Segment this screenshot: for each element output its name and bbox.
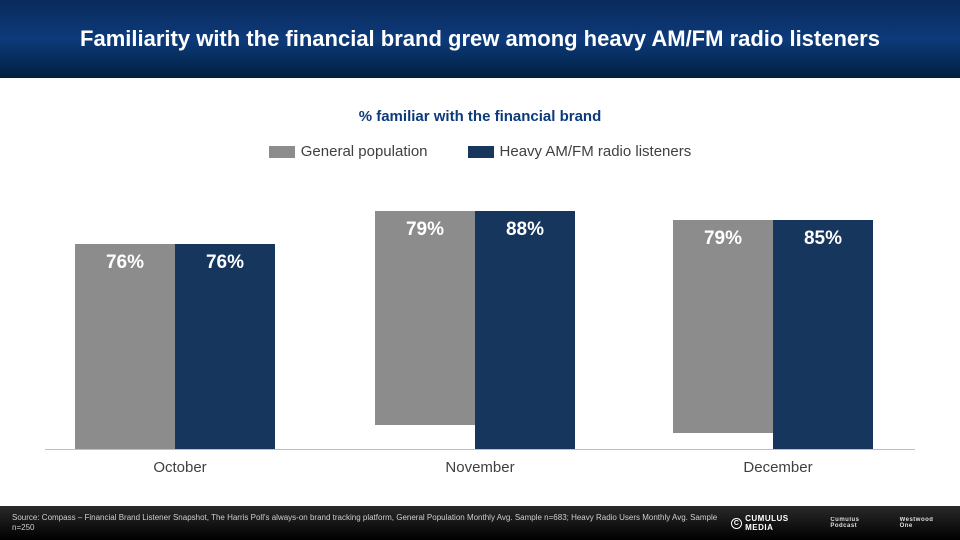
x-axis-label: December <box>673 459 883 476</box>
bar-heavy: 88% <box>475 211 575 449</box>
logo-westwood: Westwood One <box>900 517 948 529</box>
bar-gen: 79% <box>673 220 773 433</box>
bar-value-label: 85% <box>773 228 873 250</box>
bar-gen: 76% <box>75 244 175 449</box>
legend-label-general: General population <box>301 143 428 160</box>
legend-item-heavy: Heavy AM/FM radio listeners <box>468 143 692 160</box>
x-axis-label: November <box>375 459 585 476</box>
x-axis-label: October <box>75 459 285 476</box>
logo-westwood-text: Westwood One <box>900 517 948 529</box>
logo-cumulus-text: CUMULUS MEDIA <box>745 514 818 532</box>
legend-label-heavy: Heavy AM/FM radio listeners <box>500 143 692 160</box>
logo-podcast-text: Cumulus Podcast <box>830 517 887 529</box>
bar-chart: 76%76%October 79%88%November 79%85%Decembe… <box>45 180 915 450</box>
footer-source: Source: Compass – Financial Brand Listen… <box>12 513 731 534</box>
bar-value-label: 79% <box>375 219 475 241</box>
bar-gen: 79% <box>375 211 475 424</box>
bar-group: 76%76%October <box>75 244 285 449</box>
bar-heavy: 76% <box>175 244 275 449</box>
legend: General population Heavy AM/FM radio lis… <box>0 143 960 160</box>
logo-cumulus-icon: C <box>731 518 742 529</box>
legend-item-general: General population <box>269 143 428 160</box>
header-banner: Familiarity with the financial brand gre… <box>0 0 960 78</box>
footer-logos: C CUMULUS MEDIA Cumulus Podcast Westwood… <box>731 514 948 532</box>
bar-value-label: 76% <box>175 252 275 274</box>
legend-swatch-heavy <box>468 146 494 158</box>
bar-value-label: 88% <box>475 219 575 241</box>
bar-value-label: 76% <box>75 252 175 274</box>
bar-heavy: 85% <box>773 220 873 450</box>
legend-swatch-general <box>269 146 295 158</box>
logo-podcast: Cumulus Podcast <box>830 517 887 529</box>
bar-value-label: 79% <box>673 228 773 250</box>
logo-cumulus: C CUMULUS MEDIA <box>731 514 818 532</box>
page-title: Familiarity with the financial brand gre… <box>80 25 880 53</box>
chart-subtitle: % familiar with the financial brand <box>0 108 960 125</box>
bar-group: 79%85%December <box>673 220 883 450</box>
footer: Source: Compass – Financial Brand Listen… <box>0 506 960 540</box>
bar-group: 79%88%November <box>375 211 585 449</box>
